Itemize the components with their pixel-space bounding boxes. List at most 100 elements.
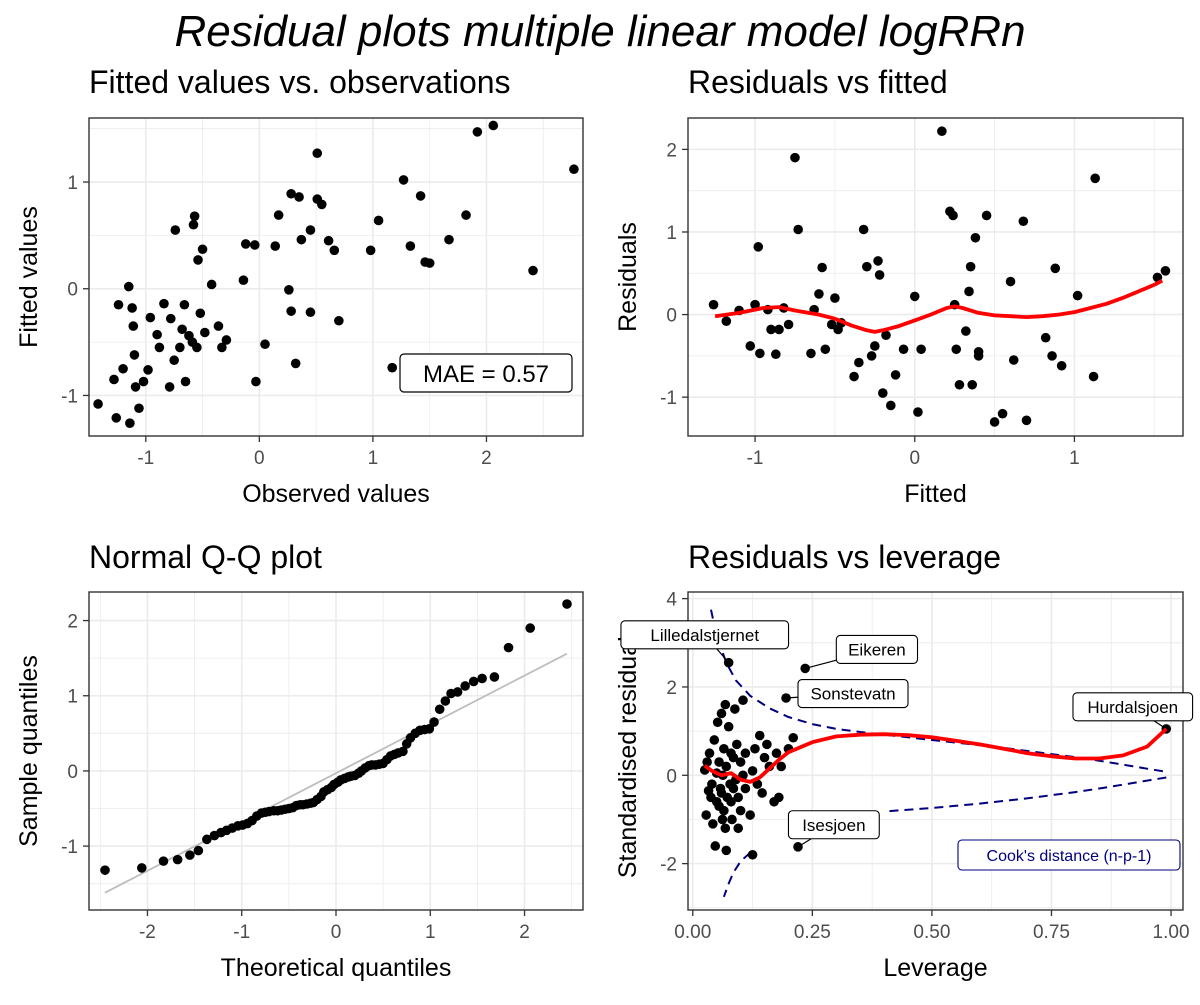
residuals-vs-fitted-data-point bbox=[830, 293, 840, 303]
residuals-vs-leverage-x-tick-label: 1.00 bbox=[1153, 922, 1190, 943]
residuals-vs-fitted-data-point bbox=[1008, 355, 1019, 365]
fitted-vs-observed-data-point bbox=[128, 321, 139, 331]
fitted-vs-observed-data-point bbox=[461, 210, 471, 220]
fitted-vs-observed-data-point bbox=[260, 339, 270, 350]
panels-container: Fitted values vs. observations -1 0 1 2 -1 0 1 O… bbox=[15, 64, 1194, 982]
fitted-vs-observed-data-point bbox=[188, 219, 199, 230]
normal-qq-data-point bbox=[158, 856, 169, 866]
residuals-vs-fitted-data-point bbox=[997, 408, 1008, 419]
residuals-vs-leverage-data-point bbox=[754, 730, 765, 741]
residuals-vs-leverage-point-label: Isesjoen bbox=[802, 816, 865, 835]
residuals-vs-fitted-data-point bbox=[937, 126, 947, 137]
normal-qq-x-tick-label: 0 bbox=[331, 922, 342, 943]
fitted-vs-observed-data-point bbox=[197, 244, 208, 255]
fitted-vs-observed-data-point bbox=[179, 299, 190, 310]
residuals-vs-fitted-data-point bbox=[1040, 332, 1051, 343]
fitted-vs-observed-y-tick-label: 1 bbox=[67, 173, 78, 194]
residuals-vs-leverage-data-point bbox=[740, 783, 751, 794]
residuals-vs-fitted-data-point bbox=[965, 261, 976, 272]
residuals-vs-leverage-x-tick-label: 0.00 bbox=[674, 922, 711, 943]
residuals-vs-fitted-gridlines bbox=[688, 118, 1183, 436]
residuals-vs-leverage-point-label: Hurdalsjoen bbox=[1087, 698, 1178, 717]
fitted-vs-observed-data-point bbox=[127, 303, 137, 313]
fitted-vs-observed-data-point bbox=[118, 363, 128, 374]
residuals-vs-leverage-point-label-box bbox=[797, 679, 909, 709]
residuals-vs-fitted-data-point bbox=[793, 224, 803, 235]
residuals-vs-fitted-data-point bbox=[870, 341, 880, 351]
residuals-vs-fitted-data-point bbox=[862, 261, 872, 272]
residuals-vs-fitted-data-point bbox=[708, 299, 719, 310]
fitted-vs-observed-x-axis-title: Observed values bbox=[242, 480, 430, 508]
normal-qq-y-axis-title: Sample quantiles bbox=[15, 655, 43, 847]
fitted-vs-observed-x-tick-label: 2 bbox=[481, 448, 492, 469]
residuals-vs-leverage-data-point bbox=[702, 757, 712, 767]
residuals-vs-fitted-data-point bbox=[1021, 415, 1032, 426]
normal-qq-data-point bbox=[172, 854, 183, 865]
residuals-vs-fitted-y-tick-label: 2 bbox=[666, 140, 677, 161]
fitted-vs-observed-data-point bbox=[213, 321, 224, 331]
residuals-vs-leverage-data-point bbox=[800, 663, 810, 674]
residuals-vs-fitted-data-point bbox=[721, 316, 732, 326]
residuals-vs-leverage-data-point bbox=[745, 810, 755, 820]
normal-qq-x-tick-label: -1 bbox=[233, 922, 250, 943]
fitted-vs-observed-data-point bbox=[175, 342, 185, 353]
fitted-vs-observed-data-point bbox=[305, 307, 316, 318]
residuals-vs-leverage-data-point bbox=[721, 761, 732, 772]
residuals-vs-leverage-point-label: Eikeren bbox=[848, 640, 906, 659]
residuals-vs-fitted-y-tick-label: 0 bbox=[666, 306, 677, 327]
normal-qq-y-tick-label: 0 bbox=[67, 762, 78, 783]
normal-qq-data-point bbox=[562, 599, 572, 609]
fitted-vs-observed-x-tick-label: 1 bbox=[368, 448, 379, 469]
residuals-vs-leverage-x-tick-label: 0.75 bbox=[1033, 922, 1070, 943]
residuals-vs-leverage-y-tick-label: 4 bbox=[666, 590, 677, 611]
residuals-vs-leverage-data-point bbox=[727, 814, 737, 825]
residuals-vs-leverage-data-point bbox=[716, 708, 727, 719]
fitted-vs-observed-data-point bbox=[152, 329, 162, 340]
residuals-vs-leverage-data-point bbox=[793, 842, 803, 852]
residuals-vs-leverage-x-tick-label: 0.25 bbox=[794, 922, 831, 943]
residuals-vs-fitted-data-point bbox=[878, 388, 888, 398]
residuals-vs-leverage-data-point bbox=[731, 739, 742, 750]
residuals-vs-fitted-x-tick-label: 0 bbox=[909, 448, 920, 469]
residuals-vs-fitted-data-point bbox=[866, 351, 877, 361]
residuals-vs-leverage-data-point bbox=[781, 693, 791, 703]
normal-qq-y-tick-label: 1 bbox=[67, 687, 78, 708]
fitted-vs-observed-panel: Fitted values vs. observations -1 0 1 2 -1 0 1 O… bbox=[15, 64, 584, 508]
fitted-vs-observed-plot-area bbox=[93, 120, 579, 428]
fitted-vs-observed-data-point bbox=[134, 403, 144, 414]
fitted-vs-observed-data-point bbox=[195, 308, 206, 319]
residuals-vs-leverage-point-label-box bbox=[1072, 692, 1194, 722]
residuals-vs-fitted-data-point bbox=[745, 341, 756, 351]
normal-qq-data-point bbox=[429, 717, 439, 727]
fitted-vs-observed-data-point bbox=[125, 418, 135, 428]
fitted-vs-observed-y-tick-label: 0 bbox=[67, 280, 78, 301]
residuals-vs-leverage-point-label: Sonstevatn bbox=[810, 685, 895, 704]
residuals-vs-fitted-data-point bbox=[750, 299, 760, 310]
residuals-vs-leverage-plot-area bbox=[699, 609, 1172, 898]
residuals-vs-leverage-point-label: Lilledalstjernet bbox=[650, 626, 759, 645]
normal-qq-data-point bbox=[424, 724, 435, 734]
fitted-vs-observed-data-point bbox=[170, 225, 181, 235]
fitted-vs-observed-data-point bbox=[273, 210, 284, 220]
residuals-vs-fitted-data-point bbox=[989, 417, 1000, 427]
residuals-vs-fitted-data-point bbox=[1005, 276, 1016, 287]
residuals-vs-fitted-plot-area bbox=[708, 126, 1171, 427]
fitted-vs-observed-data-point bbox=[217, 342, 227, 353]
fitted-vs-observed-data-point bbox=[329, 245, 340, 256]
residuals-vs-fitted-data-point bbox=[970, 232, 981, 243]
residuals-vs-leverage-data-point bbox=[762, 739, 772, 750]
residuals-vs-fitted-data-point bbox=[753, 242, 764, 252]
fitted-vs-observed-data-point bbox=[284, 285, 294, 295]
residuals-vs-leverage-gridlines bbox=[688, 592, 1183, 910]
fitted-vs-observed-data-point bbox=[206, 279, 217, 290]
residuals-vs-fitted-data-point bbox=[1072, 290, 1083, 301]
normal-qq-data-point bbox=[525, 623, 536, 633]
residuals-vs-fitted-data-point bbox=[964, 286, 974, 297]
fitted-vs-observed-data-point bbox=[317, 199, 327, 210]
normal-qq-data-point bbox=[503, 642, 514, 653]
residuals-vs-fitted-data-point bbox=[874, 270, 885, 280]
residuals-vs-leverage-data-point bbox=[721, 845, 732, 856]
normal-qq-data-point bbox=[477, 673, 487, 684]
fitted-vs-observed-data-point bbox=[129, 350, 140, 360]
fitted-vs-observed-data-point bbox=[143, 365, 153, 375]
